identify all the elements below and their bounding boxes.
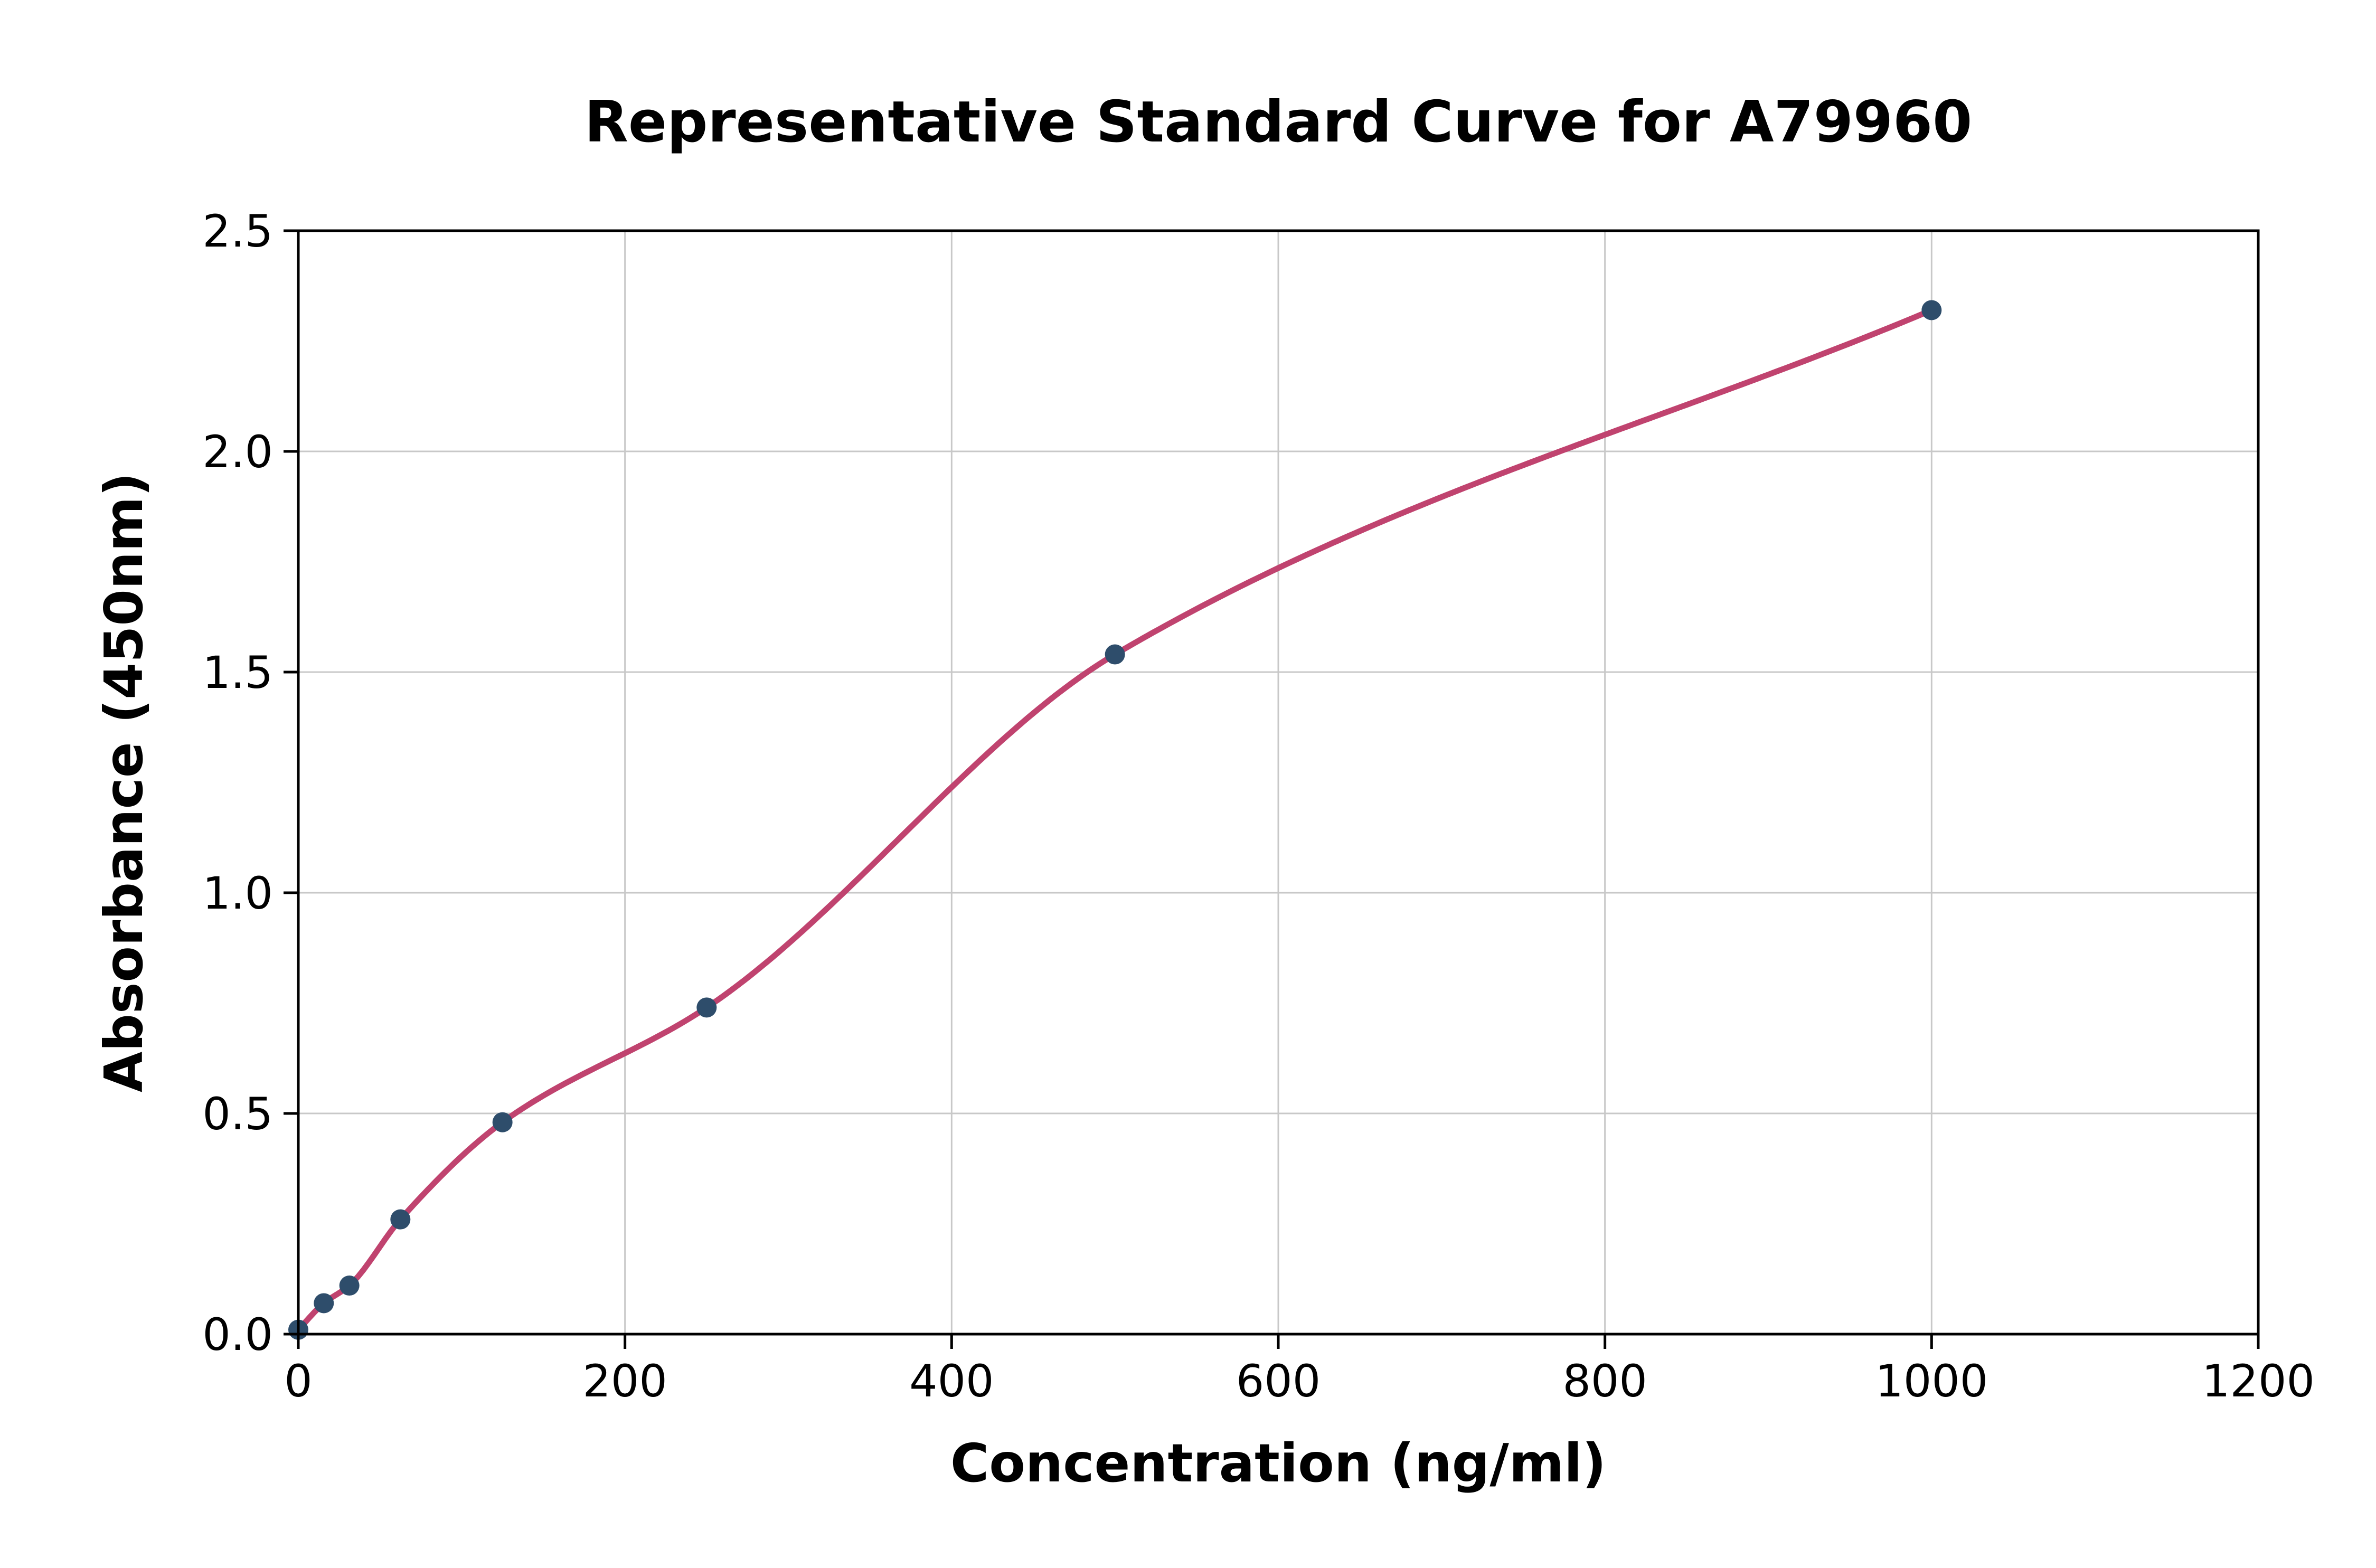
x-axis-label: Concentration (ng/ml) — [950, 1432, 1607, 1494]
data-point — [696, 997, 717, 1018]
x-tick-label: 800 — [1562, 1355, 1647, 1407]
x-tick-label: 1000 — [1875, 1355, 1988, 1407]
data-point — [1921, 300, 1942, 320]
data-point — [314, 1293, 334, 1314]
y-tick-label: 0.5 — [202, 1088, 273, 1140]
chart-title: Representative Standard Curve for A79960 — [584, 89, 1973, 155]
data-point — [1105, 644, 1125, 665]
y-tick-label: 1.0 — [202, 867, 273, 919]
x-tick-label: 600 — [1236, 1355, 1321, 1407]
y-tick-label: 1.5 — [202, 647, 273, 698]
x-tick-label: 400 — [909, 1355, 994, 1407]
y-tick-label: 2.0 — [202, 426, 273, 478]
fit-curve — [295, 307, 1935, 1333]
y-tick-label: 2.5 — [202, 205, 273, 257]
data-point — [492, 1112, 513, 1132]
data-point — [390, 1209, 411, 1230]
x-tick-label: 200 — [582, 1355, 667, 1407]
x-tick-label: 0 — [284, 1355, 312, 1407]
x-tick-label: 1200 — [2202, 1355, 2315, 1407]
y-tick-label: 0.0 — [202, 1309, 273, 1361]
data-point — [339, 1276, 360, 1296]
